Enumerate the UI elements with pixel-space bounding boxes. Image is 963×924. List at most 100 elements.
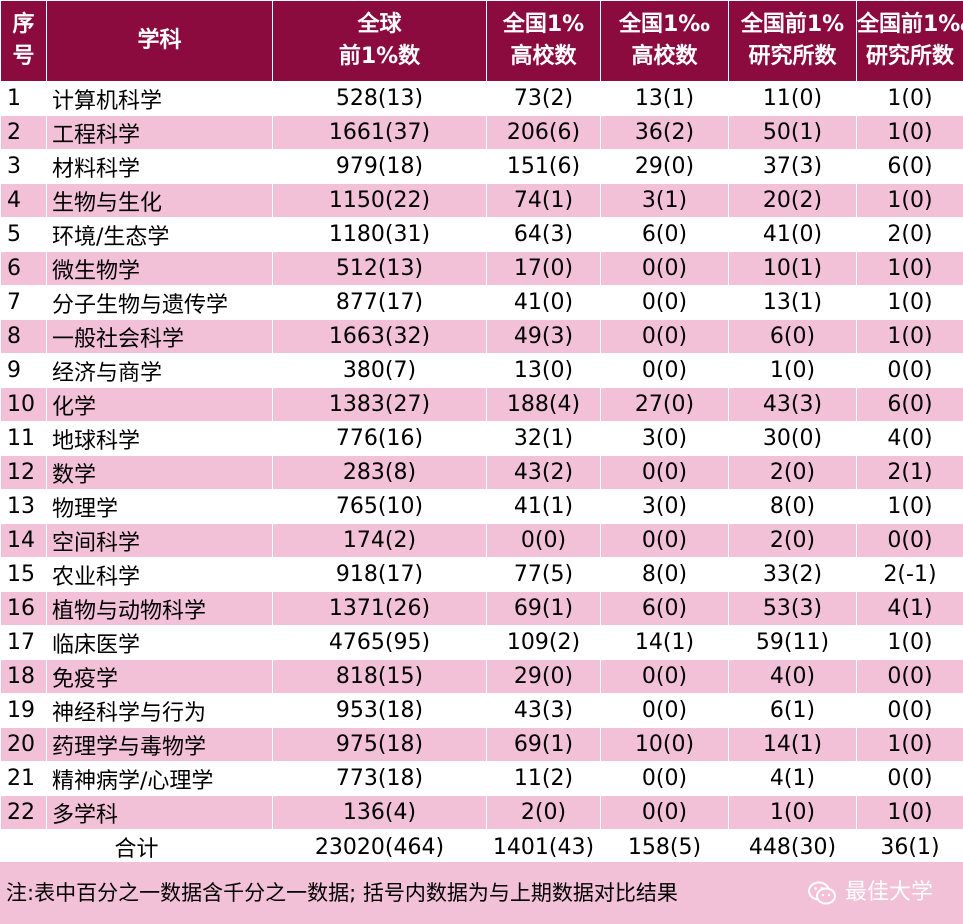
cell-seq: 7 [0,285,47,320]
cell-seq: 4 [0,183,47,218]
cell-subject: 免疫学 [46,659,273,694]
table-row: 18 免疫学 818(15) 29(0) 0(0) 4(0) 0(0) [0,659,963,694]
header-subject: 学科 [46,0,273,82]
cell-inst-1pm: 6(0) [856,149,963,184]
table-row: 13 物理学 765(10) 41(1) 3(0) 8(0) 1(0) [0,489,963,524]
cell-univ-1p: 43(2) [486,455,601,490]
cell-inst-1p: 13(1) [728,285,857,320]
cell-seq: 17 [0,625,47,660]
table-row: 10 化学 1383(27) 188(4) 27(0) 43(3) 6(0) [0,387,963,422]
cell-univ-1pm: 0(0) [600,693,729,728]
cell-seq: 21 [0,761,47,796]
cell-inst-1p: 30(0) [728,421,857,456]
cell-univ-1p: 41(0) [486,285,601,320]
cell-inst-1p: 8(0) [728,489,857,524]
table-row: 8 一般社会科学 1663(32) 49(3) 0(0) 6(0) 1(0) [0,319,963,354]
cell-univ-1pm: 0(0) [600,523,729,558]
cell-univ-1p: 77(5) [486,557,601,592]
cell-global: 1371(26) [272,591,487,626]
rankings-table: 序号 学科 全球 前1%数 全国1% 高校数 全国1‰ 高校数 全国前1% 研究所数 全… [0,0,963,865]
cell-univ-1pm: 0(0) [600,795,729,830]
header-nat-univ-1p: 全国1% 高校数 [486,0,601,82]
header-global: 全球 前1%数 [272,0,487,82]
cell-inst-1p: 4(1) [728,761,857,796]
table-row: 3 材料科学 979(18) 151(6) 29(0) 37(3) 6(0) [0,149,963,184]
cell-univ-1pm: 6(0) [600,217,729,252]
cell-subject: 空间科学 [46,523,273,558]
cell-inst-1p: 14(1) [728,727,857,762]
cell-subject: 环境/生态学 [46,217,273,252]
cell-inst-1p: 2(0) [728,523,857,558]
cell-univ-1pm: 8(0) [600,557,729,592]
cell-subject: 精神病学/心理学 [46,761,273,796]
table-row: 7 分子生物与遗传学 877(17) 41(0) 0(0) 13(1) 1(0) [0,285,963,320]
cell-univ-1p: 109(2) [486,625,601,660]
header-nat-univ-1pm: 全国1‰ 高校数 [600,0,729,82]
cell-inst-1pm: 0(0) [856,693,963,728]
cell-univ-1p: 17(0) [486,251,601,286]
cell-global: 4765(95) [272,625,487,660]
cell-subject: 多学科 [46,795,273,830]
header-row: 序号 学科 全球 前1%数 全国1% 高校数 全国1‰ 高校数 全国前1% 研究所数 全… [0,0,963,82]
table-row: 1 计算机科学 528(13) 73(2) 13(1) 11(0) 1(0) [0,81,963,116]
table-row: 12 数学 283(8) 43(2) 0(0) 2(0) 2(1) [0,455,963,490]
cell-inst-1p: 53(3) [728,591,857,626]
cell-subject: 生物与生化 [46,183,273,218]
cell-global: 773(18) [272,761,487,796]
cell-inst-1p: 41(0) [728,217,857,252]
cell-inst-1pm: 1(0) [856,319,963,354]
cell-subject: 植物与动物科学 [46,591,273,626]
cell-seq: 14 [0,523,47,558]
cell-subject: 微生物学 [46,251,273,286]
cell-seq: 16 [0,591,47,626]
cell-univ-1pm: 14(1) [600,625,729,660]
cell-seq: 20 [0,727,47,762]
cell-seq: 10 [0,387,47,422]
table-row: 21 精神病学/心理学 773(18) 11(2) 0(0) 4(1) 0(0) [0,761,963,796]
cell-global: 1661(37) [272,115,487,150]
cell-inst-1pm: 1(0) [856,795,963,830]
cell-univ-1pm: 29(0) [600,149,729,184]
cell-inst-1pm: 1(0) [856,625,963,660]
cell-subject: 材料科学 [46,149,273,184]
cell-seq: 1 [0,81,47,116]
cell-univ-1pm: 6(0) [600,591,729,626]
cell-univ-1pm: 27(0) [600,387,729,422]
cell-inst-1p: 6(1) [728,693,857,728]
cell-seq: 5 [0,217,47,252]
total-inst-1p: 448(30) [728,829,857,865]
wechat-icon [807,881,836,905]
header-seq: 序号 [0,0,47,82]
cell-global: 818(15) [272,659,487,694]
cell-global: 776(16) [272,421,487,456]
total-univ-1p: 1401(43) [486,829,601,865]
cell-inst-1pm: 6(0) [856,387,963,422]
cell-univ-1p: 41(1) [486,489,601,524]
cell-univ-1pm: 0(0) [600,251,729,286]
cell-univ-1pm: 0(0) [600,659,729,694]
cell-inst-1p: 4(0) [728,659,857,694]
watermark: 最佳大学 [807,862,933,924]
cell-seq: 2 [0,115,47,150]
total-inst-1pm: 36(1) [856,829,963,865]
cell-univ-1p: 43(3) [486,693,601,728]
cell-global: 380(7) [272,353,487,388]
table-row: 9 经济与商学 380(7) 13(0) 0(0) 1(0) 0(0) [0,353,963,388]
total-univ-1pm: 158(5) [600,829,729,865]
cell-univ-1p: 32(1) [486,421,601,456]
cell-univ-1pm: 10(0) [600,727,729,762]
cell-inst-1pm: 1(0) [856,727,963,762]
cell-subject: 计算机科学 [46,81,273,116]
cell-univ-1pm: 36(2) [600,115,729,150]
cell-univ-1p: 49(3) [486,319,601,354]
cell-subject: 药理学与毒物学 [46,727,273,762]
cell-univ-1pm: 3(0) [600,489,729,524]
cell-subject: 经济与商学 [46,353,273,388]
cell-global: 953(18) [272,693,487,728]
cell-seq: 3 [0,149,47,184]
cell-seq: 15 [0,557,47,592]
table-row: 19 神经科学与行为 953(18) 43(3) 0(0) 6(1) 0(0) [0,693,963,728]
cell-univ-1p: 69(1) [486,727,601,762]
cell-subject: 物理学 [46,489,273,524]
cell-univ-1pm: 0(0) [600,353,729,388]
